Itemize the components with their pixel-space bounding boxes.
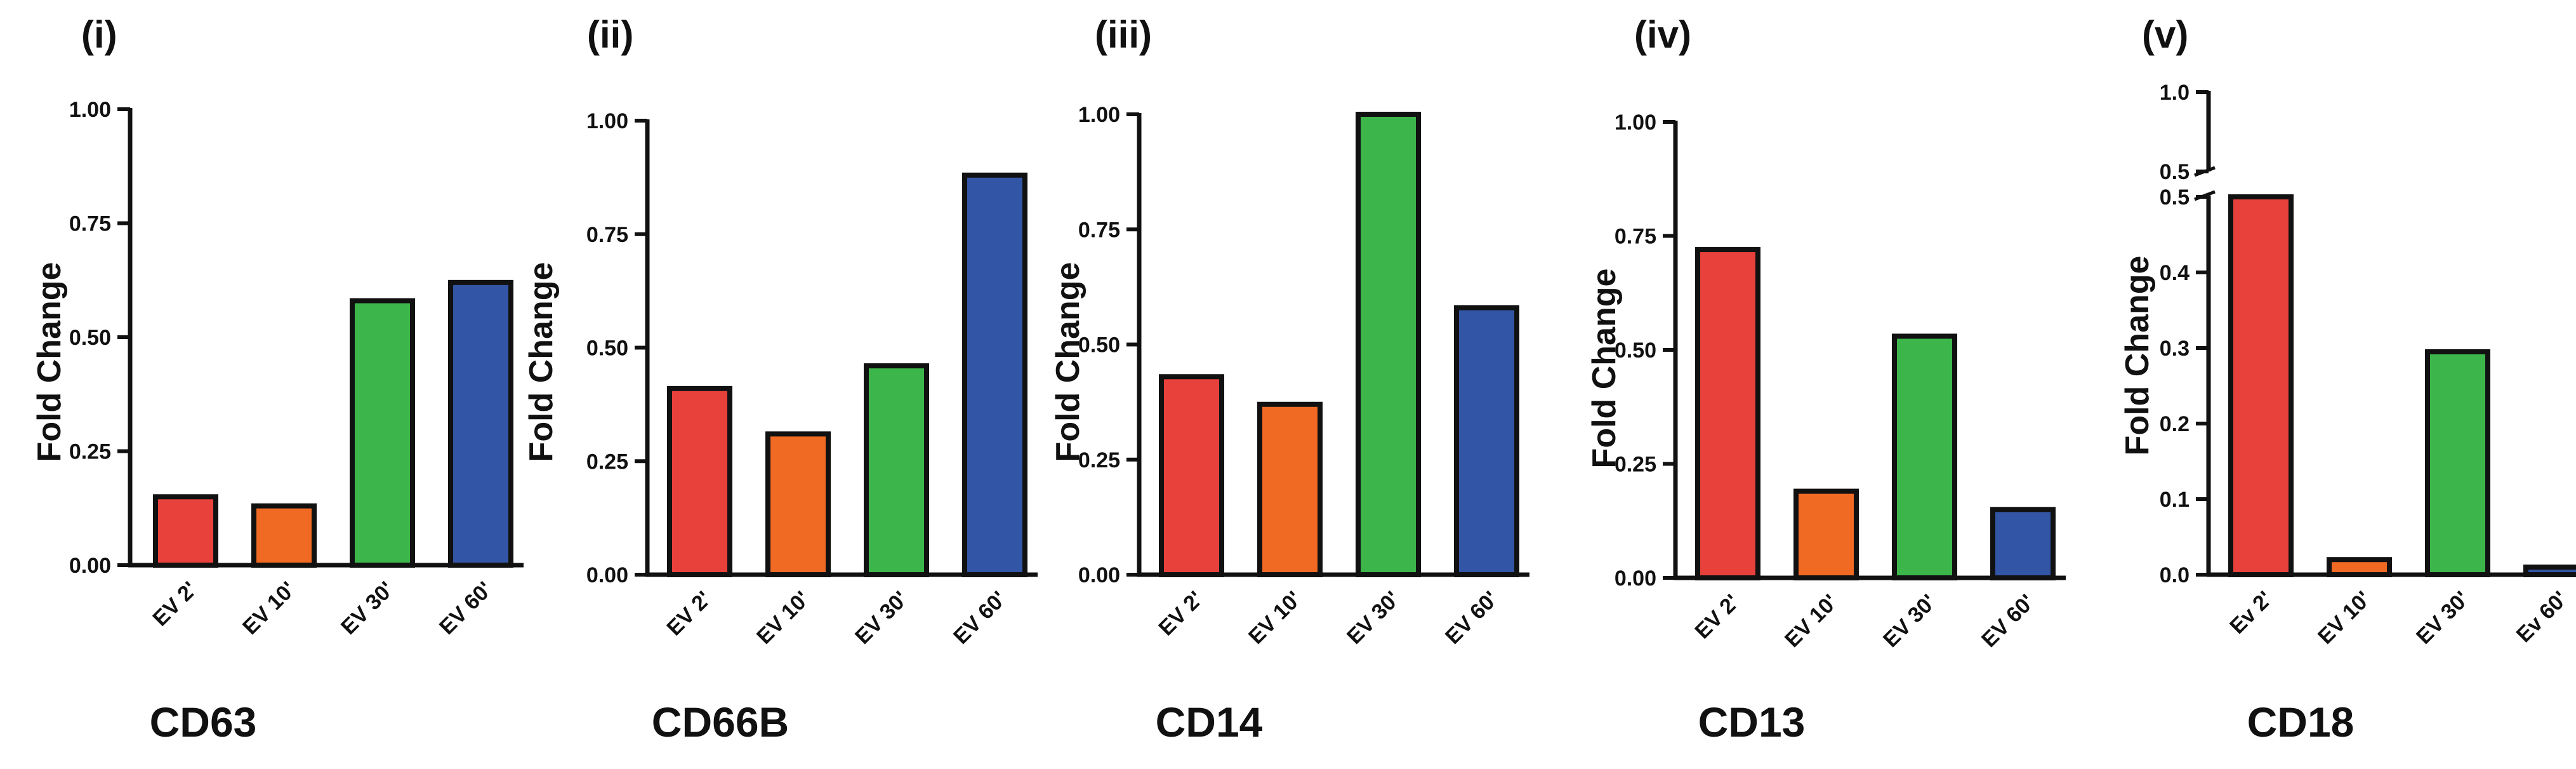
x-tick-label: EV 2' (662, 587, 716, 641)
bar (962, 172, 1027, 577)
bar (1695, 247, 1760, 581)
chart-panel-4: (iv) CD13 Fold Change 0.00 0.25 0.50 0.75 1.00 E… (1586, 13, 2066, 746)
y-tick-label: 0.75 (1615, 225, 1656, 249)
y-tick-label: 0.25 (69, 440, 111, 464)
x-tick-label: EV 30' (2412, 587, 2474, 649)
chart-panel-3: (iii) CD14 Fold Change 0.00 0.25 0.50 0.75 1.00… (1050, 13, 1529, 746)
bar (448, 279, 513, 568)
y-axis-label: Fold Change (1050, 262, 1087, 462)
chart-title: CD13 (1698, 699, 1806, 746)
y-tick-label: 1.00 (1615, 110, 1656, 135)
y-tick-label: 0.2 (2160, 412, 2190, 436)
y-tick-label: 0.0 (2160, 563, 2190, 587)
x-tick-label: EV 30' (1342, 587, 1404, 649)
y-tick-label: 0.3 (2160, 337, 2190, 361)
y-tick-label: 1.00 (69, 98, 111, 122)
x-tick-label: EV 10' (238, 577, 300, 639)
y-tick-label: 0.50 (1078, 333, 1120, 358)
bar (1257, 401, 1323, 577)
chart-panel-5: (v) CD18 Fold Change 0.0 0.1 0.2 0.3 0.4 0.50.5 1… (2119, 13, 2576, 746)
bar (153, 494, 218, 568)
y-tick-label: 0.00 (1078, 563, 1120, 587)
y-tick-label: 0.50 (69, 326, 111, 350)
y-tick-label: 1.0 (2160, 81, 2190, 105)
y-tick-label: 0.75 (69, 212, 111, 236)
bar (2425, 349, 2490, 577)
y-tick-label: 0.25 (1615, 453, 1656, 477)
y-tick-label: 0.25 (586, 450, 628, 474)
bar (765, 431, 831, 577)
x-tick-label: EV 10' (1780, 590, 1842, 652)
y-tick-label: 0.75 (1078, 218, 1120, 242)
bar (2523, 565, 2576, 577)
x-tick-label: EV 10' (2313, 587, 2375, 649)
y-axis-label: Fold Change (2119, 256, 2156, 456)
bar (1892, 333, 1957, 581)
y-tick-label: 0.5 (2160, 185, 2190, 210)
x-tick-label: EV 2' (1154, 587, 1208, 641)
bar (2228, 194, 2294, 577)
y-axis-label: Fold Change (1586, 269, 1623, 469)
chart-title: CD18 (2247, 699, 2355, 746)
panel-label: (ii) (587, 13, 633, 56)
x-tick-label: EV 30' (1879, 590, 1941, 652)
x-tick-label: EV 60' (1441, 587, 1503, 649)
chart-title: CD63 (150, 699, 257, 746)
bar (2327, 557, 2392, 578)
bar (350, 298, 415, 568)
panel-label: (iii) (1095, 13, 1152, 56)
x-tick-label: EV 2' (1690, 590, 1744, 644)
bar (1793, 488, 1859, 581)
y-axis-label: Fold Change (523, 262, 560, 462)
y-tick-label: 0.75 (586, 223, 628, 247)
x-tick-label: EV 10' (1244, 587, 1306, 649)
y-tick-label: 0.4 (2160, 261, 2190, 285)
bar (1990, 507, 2056, 580)
y-tick-label: 0.50 (1615, 338, 1656, 363)
panel-label: (v) (2142, 13, 2188, 56)
y-axis-label: Fold Change (31, 262, 68, 462)
y-tick-label: 0.25 (1078, 448, 1120, 472)
x-tick-label: EV 30' (336, 577, 399, 639)
bar (1356, 112, 1421, 577)
chart-title: CD14 (1156, 699, 1263, 746)
x-tick-label: EV 60' (949, 587, 1011, 649)
bar (1159, 374, 1224, 577)
chart-panel-2: (ii) CD66B Fold Change 0.00 0.25 0.50 0.75 1.00… (523, 13, 1038, 746)
axis-break-mark (2194, 190, 2216, 201)
y-tick-label: 0.50 (586, 337, 628, 361)
axis-break-mark (2194, 166, 2216, 177)
bar (864, 363, 929, 577)
y-tick-label: 0.00 (69, 554, 111, 578)
x-tick-label: EV 10' (752, 587, 814, 649)
y-tick-label: 1.00 (1078, 103, 1120, 127)
y-tick-label: 0.00 (586, 563, 628, 587)
panel-label: (i) (81, 13, 117, 56)
y-tick-label: 1.00 (586, 109, 628, 133)
x-tick-label: EV 30' (850, 587, 913, 649)
chart-panel-1: (i) CD63 Fold Change 0.00 0.25 0.50 0.75 1.00 EV… (31, 13, 524, 746)
panel-label: (iv) (1634, 13, 1691, 56)
y-tick-label: 0.1 (2160, 488, 2190, 512)
y-tick-label: 0.5 (2160, 160, 2190, 184)
x-tick-label: EV 2' (148, 577, 202, 631)
bar (667, 385, 732, 577)
x-tick-label: Ev 60' (2512, 587, 2572, 647)
bar (251, 503, 317, 568)
x-tick-label: EV 60' (1977, 590, 2039, 652)
bar (1454, 305, 1519, 577)
chart-title: CD66B (652, 699, 789, 746)
x-tick-label: Ev 2' (2225, 587, 2277, 639)
y-tick-label: 0.00 (1615, 566, 1656, 591)
x-tick-label: EV 60' (435, 577, 497, 639)
